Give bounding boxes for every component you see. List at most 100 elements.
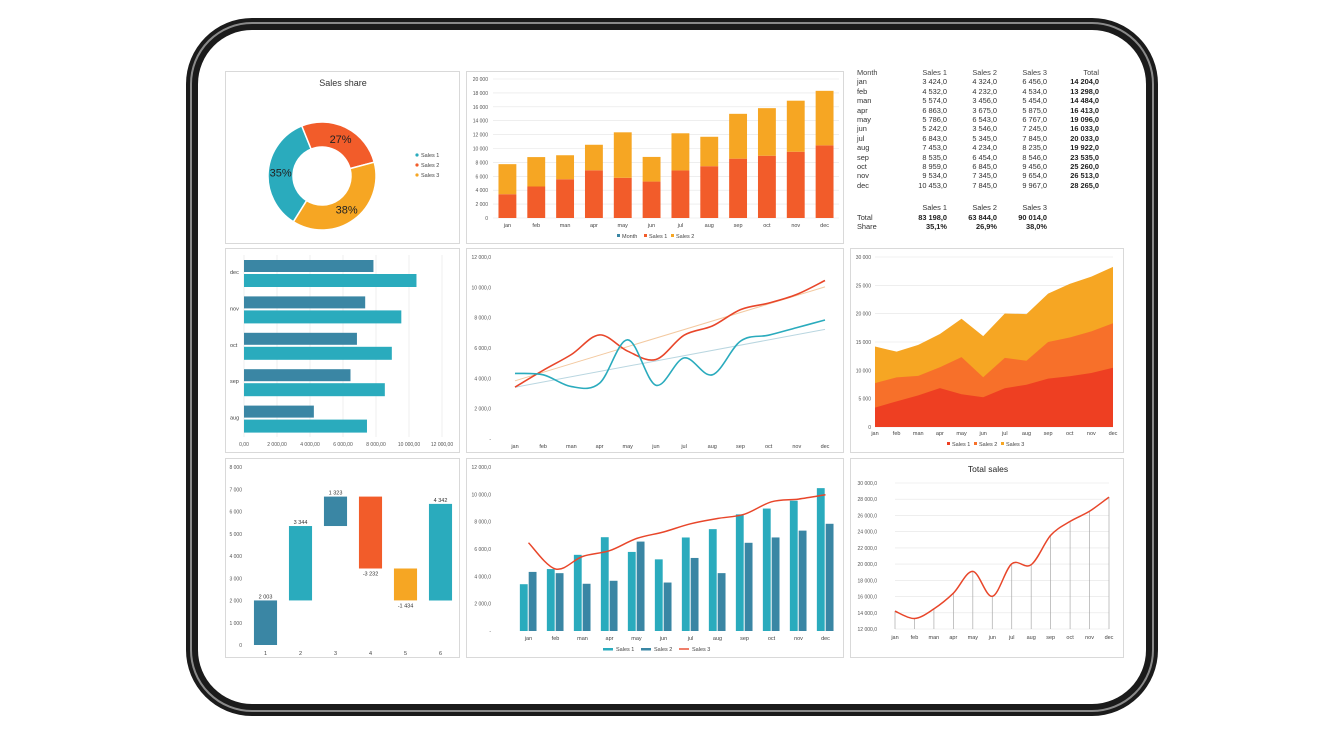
cell-sales-1: 4 532,0 <box>922 86 947 96</box>
cell-sales-3: 9 654,0 <box>1022 171 1047 181</box>
bar-sales-1 <box>708 529 717 631</box>
x-tick-label: 1 <box>264 651 267 657</box>
legend-marker <box>617 234 620 237</box>
waterfall-bar-6 <box>428 503 453 601</box>
x-tick-label: jan <box>510 444 518 450</box>
bar-sales-2 <box>729 113 748 159</box>
total-label: Total <box>857 212 873 222</box>
x-tick-label: oct <box>765 444 773 450</box>
x-tick-label: may <box>618 223 629 229</box>
bar-sales-2 <box>825 523 834 631</box>
x-tick-label: jun <box>659 636 667 642</box>
horizontal-bar-chart: 0,00 2 000,00 4 000,00 6 000,00 8 000,00 10 0… <box>230 255 453 448</box>
legend-marker <box>603 648 613 651</box>
x-tick-label: jan <box>524 636 532 642</box>
y-tick-label: 0 <box>239 643 242 649</box>
stacked-bar-chart: 0 2 000 4 000 6 000 8 000 10 000 12 000 14 000 1… <box>473 77 839 240</box>
legend-marker <box>1001 442 1004 445</box>
cell-sales-2: 6 454,0 <box>972 152 997 162</box>
x-tick-label: man <box>560 223 571 229</box>
y-tick-label: 1 000 <box>229 621 242 627</box>
cell-month: feb <box>857 86 868 96</box>
bar-sales-1 <box>671 170 690 218</box>
x-tick-label: feb <box>552 636 560 642</box>
bar-sales-2 <box>244 260 374 272</box>
cell-sales-1: 6 863,0 <box>922 105 947 115</box>
bar-sales-2 <box>815 90 834 146</box>
x-tick-label: 4 <box>369 651 372 657</box>
y-tick-label: oct <box>230 343 238 349</box>
y-tick-label: 5 000 <box>858 397 871 403</box>
y-tick-label: 8 000 <box>229 465 242 471</box>
cell-sales-1: 8 959,0 <box>922 162 947 172</box>
cell-sales-1: 5 574,0 <box>922 96 947 106</box>
cell-month: may <box>857 115 871 125</box>
total-sales-1: 83 198,0 <box>918 212 947 222</box>
y-tick-label: 2 000 <box>475 202 488 208</box>
x-tick-label: feb <box>911 635 919 641</box>
x-tick-label: dec <box>821 636 830 642</box>
y-tick-label: 6 000,0 <box>474 547 491 553</box>
cell-month: nov <box>857 171 869 181</box>
cell-sales-3: 8 546,0 <box>1022 152 1047 162</box>
share-sales-2: 26,9% <box>976 222 997 232</box>
table-row: jun 5 242,0 3 546,0 7 245,0 16 033,0 <box>851 124 1099 133</box>
y-tick-label: 16 000 <box>473 105 489 111</box>
donut-slice-3 <box>292 161 377 231</box>
summary-share-row: Share 35,1% 26,9% 38,0% <box>851 222 1047 231</box>
cell-sales-3: 6 456,0 <box>1022 77 1047 87</box>
cell-month: apr <box>857 105 868 115</box>
y-tick-label: 0 <box>485 216 488 222</box>
x-tick-label: jul <box>1001 431 1008 437</box>
data-label: -1 434 <box>398 603 414 609</box>
cell-sales-2: 3 546,0 <box>972 124 997 134</box>
y-tick-label: 3 000 <box>229 576 242 582</box>
waterfall-bar-4 <box>358 496 383 569</box>
cell-total: 28 265,0 <box>1070 180 1099 190</box>
cell-total: 13 298,0 <box>1070 86 1099 96</box>
cell-month: jul <box>857 133 865 143</box>
cell-sales-2: 4 234,0 <box>972 143 997 153</box>
data-label: 4 342 <box>434 498 448 504</box>
trendline <box>514 328 826 388</box>
waterfall-bar-3 <box>323 496 348 527</box>
x-tick-label: nov <box>1087 431 1096 437</box>
cell-total: 26 513,0 <box>1070 171 1099 181</box>
legend-marker <box>671 234 674 237</box>
x-tick-label: jun <box>979 431 987 437</box>
cell-sales-1: 6 843,0 <box>922 133 947 143</box>
cell-sales-2: 5 345,0 <box>972 133 997 143</box>
cell-sales-1: 9 534,0 <box>922 171 947 181</box>
y-tick-label: 12 000,0 <box>472 465 492 471</box>
summary-header-sales-2: Sales 2 <box>972 203 997 213</box>
table-row: oct 8 959,0 6 845,0 9 456,0 25 260,0 <box>851 162 1099 171</box>
legend-label: Sales 2 <box>676 234 694 240</box>
y-tick-label: 0 <box>868 425 871 431</box>
y-tick-label: 12 000,0 <box>858 627 878 633</box>
x-tick-label: 12 000,00 <box>431 442 453 448</box>
cell-sales-1: 5 786,0 <box>922 115 947 125</box>
horizontal-bar-panel: 0,00 2 000,00 4 000,00 6 000,00 8 000,00 10 0… <box>225 248 460 453</box>
y-tick-label: 18 000,0 <box>858 578 878 584</box>
x-tick-label: oct <box>763 223 771 229</box>
cell-sales-2: 7 345,0 <box>972 171 997 181</box>
x-tick-label: aug <box>713 636 722 642</box>
bar-sales-2 <box>798 530 807 631</box>
y-tick-label: 10 000 <box>473 147 489 153</box>
cell-month: oct <box>857 162 867 172</box>
cell-month: man <box>857 96 872 106</box>
cell-sales-1: 8 535,0 <box>922 152 947 162</box>
x-tick-label: 5 <box>404 651 407 657</box>
cell-total: 25 260,0 <box>1070 162 1099 172</box>
bar-sales-2 <box>700 136 719 167</box>
x-tick-label: jul <box>687 636 694 642</box>
total-sales-title: Total sales <box>968 464 1008 474</box>
bar-sales-2 <box>757 108 776 156</box>
data-label: 1 323 <box>329 491 343 497</box>
x-tick-label: man <box>913 431 924 437</box>
x-tick-label: man <box>566 444 577 450</box>
total-sales-line-chart: Total sales 12 000,0 14 000,0 16 000,0 18 00… <box>858 464 1114 641</box>
y-tick-label: 12 000 <box>473 133 489 139</box>
bar-sales-2 <box>636 541 645 631</box>
cell-sales-2: 3 675,0 <box>972 105 997 115</box>
